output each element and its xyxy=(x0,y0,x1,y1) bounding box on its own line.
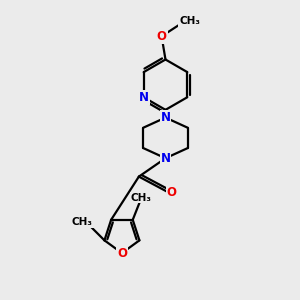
Text: CH₃: CH₃ xyxy=(179,16,200,26)
Text: CH₃: CH₃ xyxy=(130,193,152,202)
Text: N: N xyxy=(160,111,170,124)
Text: O: O xyxy=(157,30,166,43)
Text: CH₃: CH₃ xyxy=(72,217,93,227)
Text: N: N xyxy=(160,152,170,165)
Text: O: O xyxy=(117,247,127,260)
Text: N: N xyxy=(139,91,149,104)
Text: O: O xyxy=(167,186,177,199)
